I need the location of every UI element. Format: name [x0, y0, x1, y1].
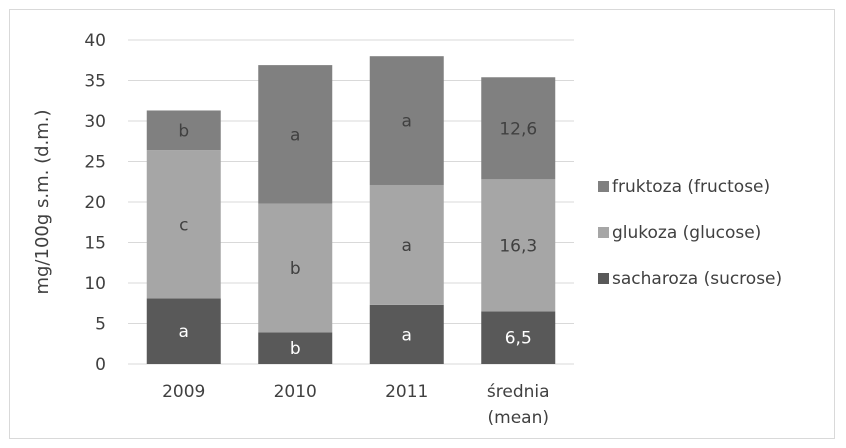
- bar-segment: [369, 184, 444, 305]
- chart-frame: [9, 9, 835, 439]
- bar-segment-label: c: [179, 215, 188, 235]
- bar-segment-label: a: [290, 125, 300, 145]
- x-category-label: 2011: [385, 382, 428, 402]
- legend-swatch: [598, 181, 609, 192]
- bar-segment: [481, 77, 556, 180]
- bar-segment-label: 6,5: [505, 329, 532, 349]
- x-category-label: (mean): [488, 408, 549, 428]
- bar-segment-label: 12,6: [499, 119, 537, 139]
- bar-segment: [146, 110, 221, 151]
- y-tick-label: 25: [84, 153, 106, 173]
- y-tick-label: 35: [84, 72, 106, 92]
- y-tick-label: 15: [84, 234, 106, 254]
- legend-label: glukoza (glucose): [612, 223, 761, 243]
- bar-segment-label: a: [402, 236, 412, 256]
- x-axis-categories: 2009 2010 2011 średnia (mean): [162, 382, 549, 428]
- bar-segment: [481, 311, 556, 364]
- legend-label: sacharoza (sucrose): [612, 269, 782, 289]
- x-category-label: 2010: [274, 382, 317, 402]
- bar-segment: [369, 304, 444, 364]
- y-tick-label: 40: [84, 31, 106, 51]
- bar-segment-label: b: [290, 259, 301, 279]
- y-tick-label: 5: [95, 315, 106, 335]
- y-tick-label: 30: [84, 112, 106, 132]
- bar-segment-label: a: [402, 325, 412, 345]
- bar-segment: [146, 298, 221, 364]
- legend-swatch: [598, 227, 609, 238]
- legend: fruktoza (fructose) glukoza (glucose) sach…: [598, 177, 782, 289]
- bar-segment: [146, 150, 221, 299]
- bar-segment: [481, 179, 556, 312]
- legend-swatch: [598, 273, 609, 284]
- bar-segment-label: a: [402, 112, 412, 132]
- legend-label: fruktoza (fructose): [612, 177, 770, 197]
- bar-segment-label: 16,3: [499, 236, 537, 256]
- bars: a c b b b a a a a 6,5 16,3 12,6: [146, 56, 556, 364]
- bar-segment-label: b: [178, 121, 189, 141]
- x-category-label: 2009: [162, 382, 205, 402]
- bar-segment-label: a: [179, 322, 189, 342]
- y-tick-label: 20: [84, 193, 106, 213]
- bar-segment: [258, 332, 333, 364]
- bar-segment: [258, 65, 333, 204]
- bar-segment-label: b: [290, 339, 301, 359]
- bar-segment: [369, 56, 444, 185]
- y-tick-label: 0: [95, 355, 106, 375]
- y-axis-ticks: 0 5 10 15 20 25 30 35 40: [84, 31, 106, 375]
- y-axis-label: mg/100g s.m. (d.m.): [32, 109, 53, 294]
- x-category-label: średnia: [487, 382, 550, 402]
- y-tick-label: 10: [84, 274, 106, 294]
- bar-segment: [258, 203, 333, 333]
